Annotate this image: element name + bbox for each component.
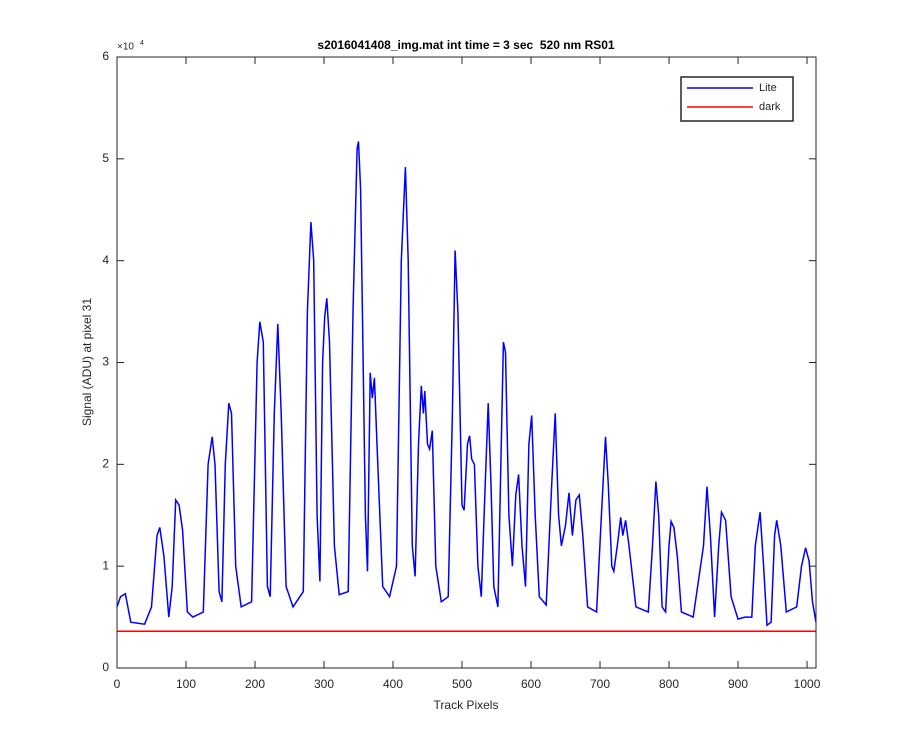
y-tick-label: 3: [102, 355, 109, 369]
x-tick-label: 400: [383, 677, 403, 691]
y-tick-label: 1: [102, 558, 109, 572]
y-tick-label: 0: [102, 660, 109, 674]
x-tick-label: 800: [659, 677, 679, 691]
x-tick-label: 0: [114, 677, 121, 691]
x-tick-label: 1000: [794, 677, 821, 691]
legend-label: dark: [759, 101, 781, 113]
plot-area: [117, 57, 816, 668]
chart-title: s2016041408_img.mat int time = 3 sec 520…: [317, 38, 615, 52]
axes-box: [116, 56, 817, 669]
x-tick-label: 300: [314, 677, 334, 691]
x-axis-label: Track Pixels: [434, 698, 499, 712]
y-axis-label: Signal (ADU) at pixel 31: [80, 298, 94, 426]
y-multiplier: ×10: [117, 42, 134, 53]
x-tick-label: 900: [728, 677, 748, 691]
y-tick-label: 5: [102, 151, 109, 165]
x-tick-label: 500: [452, 677, 472, 691]
x-tick-label: 700: [590, 677, 610, 691]
y-tick-label: 2: [102, 457, 109, 471]
x-tick-label: 100: [176, 677, 196, 691]
legend-label: Lite: [759, 82, 777, 94]
x-tick-label: 600: [521, 677, 541, 691]
y-multiplier-exponent: 4: [140, 40, 144, 47]
y-tick-label: 6: [102, 49, 109, 63]
x-tick-label: 200: [245, 677, 265, 691]
legend-box: [680, 76, 794, 122]
y-tick-label: 4: [102, 253, 109, 267]
line-series: [116, 141, 817, 627]
